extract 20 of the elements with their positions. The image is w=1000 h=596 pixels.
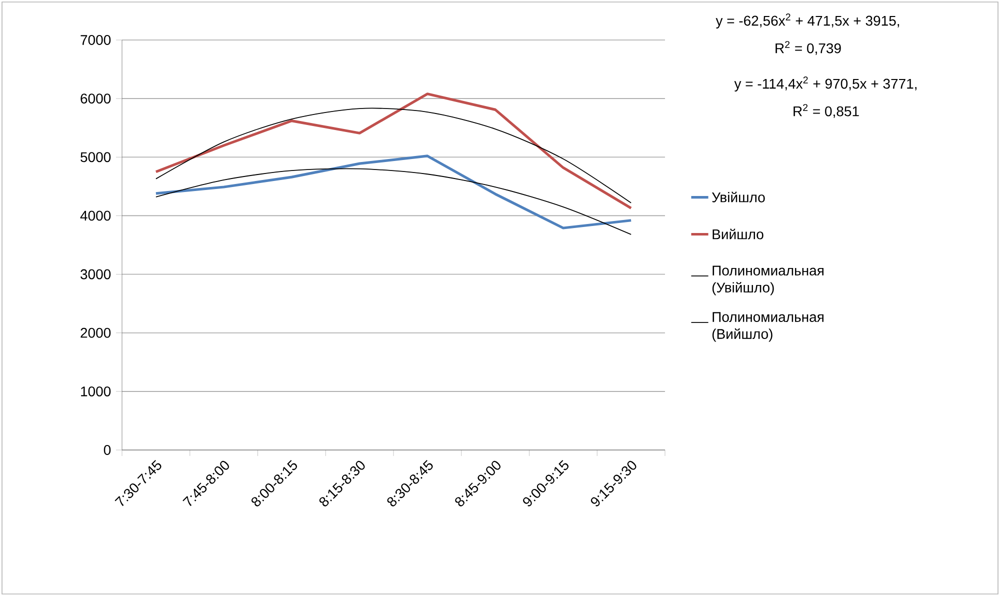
line-series xyxy=(154,92,632,210)
y-tick-label: 5000 xyxy=(80,152,111,162)
y-tick-label: 6000 xyxy=(80,94,111,104)
y-tick-label: 7000 xyxy=(80,35,111,45)
legend-label: Полиномиальная (Увійшло) xyxy=(712,266,824,296)
line-series xyxy=(155,108,632,204)
text: R$^{2}$ = 0,739 xyxy=(776,41,841,55)
y-tick-label: 0 xyxy=(104,445,111,455)
y-tick-label: 4000 xyxy=(80,210,111,221)
y-tick-label: 2000 xyxy=(80,328,111,338)
text: y = -62,56x$^{2}$ + 471,5x + 3915, xyxy=(716,14,900,28)
line-series xyxy=(154,154,632,230)
text: y = -114,4x$^{2}$ + 970,5x + 3771, xyxy=(734,76,916,92)
text: R$^{2}$ = 0,851 xyxy=(794,104,859,118)
y-tick-label: 1000 xyxy=(81,386,111,396)
legend-label: Полиномиальная (Вийшло) xyxy=(712,312,824,342)
line-series xyxy=(155,168,632,235)
legend-label: Увійшло xyxy=(712,192,765,202)
legend-label: Вийшло xyxy=(712,228,764,240)
y-tick-label: 3000 xyxy=(80,269,111,280)
